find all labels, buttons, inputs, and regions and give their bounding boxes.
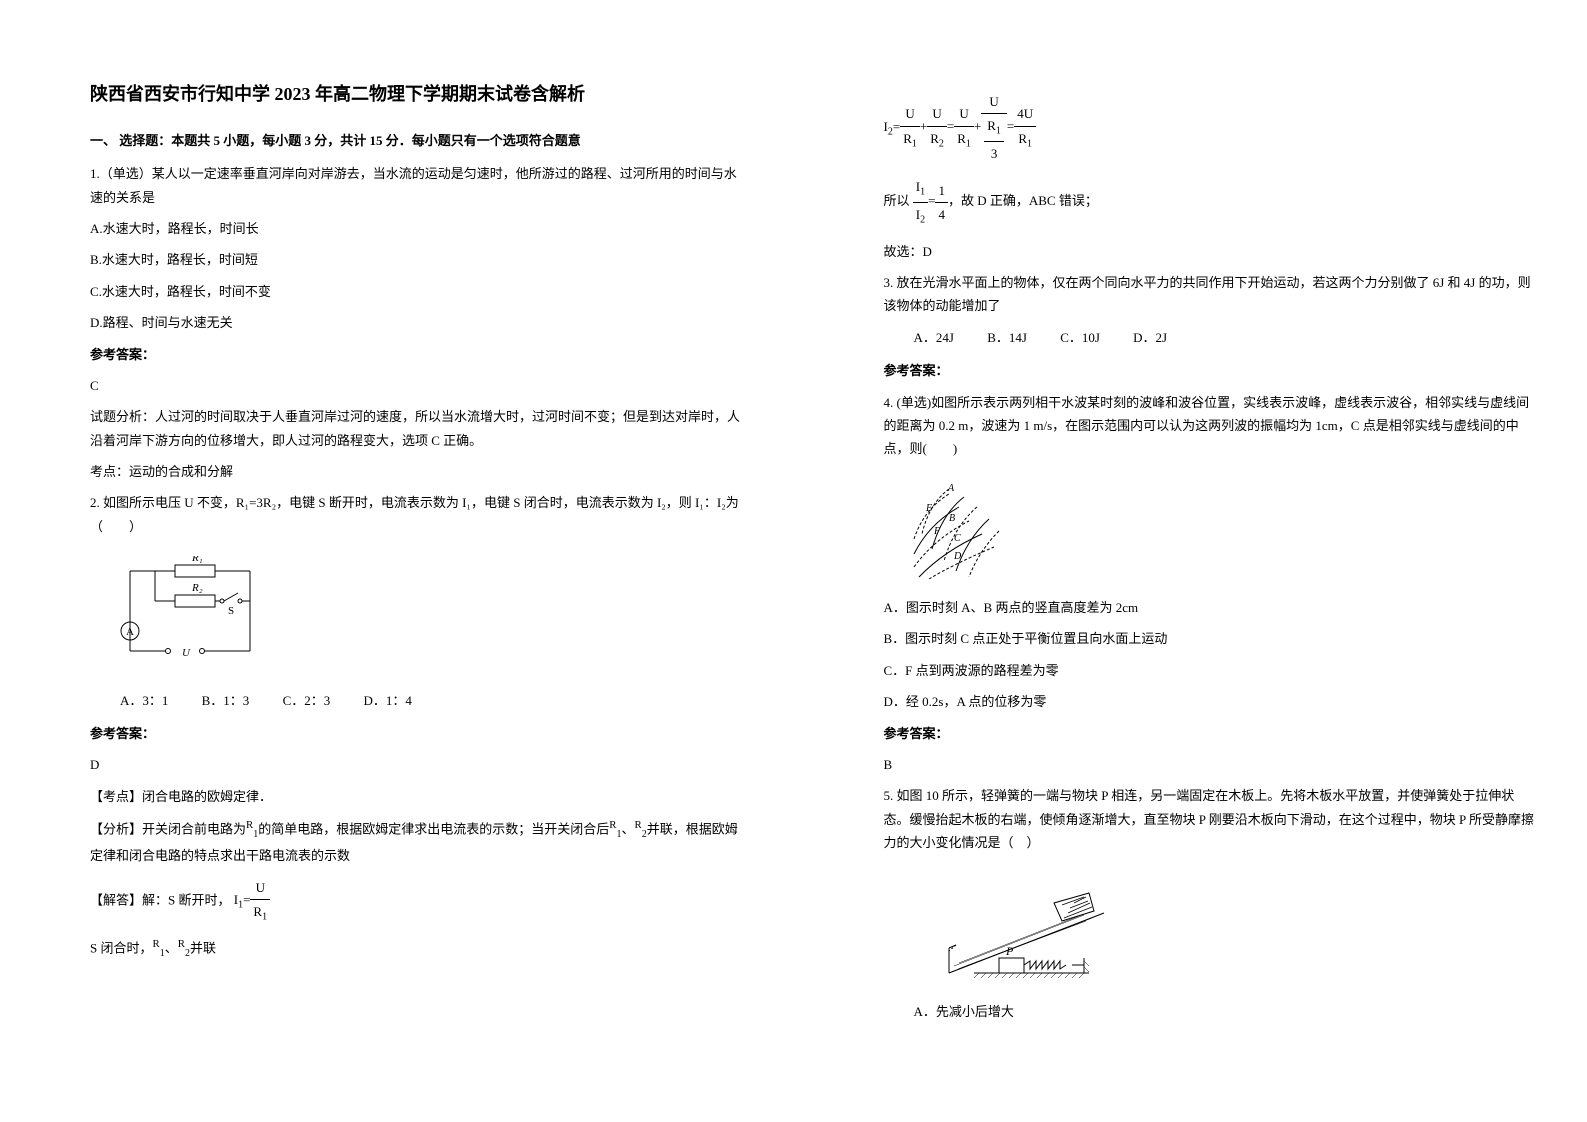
right-column: I2=UR1+UR2=UR1+UR13=4UR1 所以 I1I2=14，故 D … bbox=[794, 0, 1587, 1122]
wave-A-label: A bbox=[947, 483, 955, 494]
wave-F-label: F bbox=[933, 526, 941, 537]
q3-optB: B．14J bbox=[987, 330, 1027, 345]
circuit-A-label: A bbox=[126, 626, 134, 638]
q4-optB: B．图示时刻 C 点正处于平衡位置且向水面上运动 bbox=[884, 627, 1538, 650]
q1-analysis1: 试题分析：人过河的时间取决于人垂直河岸过河的速度，所以当水流增大时，过河时间不变… bbox=[90, 405, 744, 452]
wave-B-label: B bbox=[949, 513, 955, 524]
q3-stem: 3. 放在光滑水平面上的物体，仅在两个同向水平力的共同作用下开始运动，若这两个力… bbox=[884, 271, 1538, 318]
q2-answer: D bbox=[90, 753, 744, 776]
q1-answer-label: 参考答案： bbox=[90, 343, 744, 366]
q2-optC: C．2：3 bbox=[283, 693, 331, 708]
q4-answer: B bbox=[884, 753, 1538, 776]
q3-optC: C．10J bbox=[1060, 330, 1100, 345]
circuit-R2-label: R₂ bbox=[191, 582, 203, 594]
q2-analysis1: 【分析】开关闭合前电路为R1的简单电路，根据欧姆定律求出电流表的示数；当开关闭合… bbox=[90, 816, 744, 867]
q2-optA: A．3：1 bbox=[120, 693, 168, 708]
q4-optC: C．F 点到两波源的路程差为零 bbox=[884, 659, 1538, 682]
q2-answer-label: 参考答案： bbox=[90, 722, 744, 745]
q5-stem: 5. 如图 10 所示，轻弹簧的一端与物块 P 相连，另一端固定在木板上。先将木… bbox=[884, 784, 1538, 854]
section-title: 一、 选择题：本题共 5 小题，每小题 3 分，共计 15 分．每小题只有一个选… bbox=[90, 129, 744, 152]
q3-optA: A．24J bbox=[914, 330, 954, 345]
q5-optA: A．先减小后增大 bbox=[914, 1000, 1538, 1023]
q1-optA: A.水速大时，路程长，时间长 bbox=[90, 217, 744, 240]
q2-formula-I2: I2=UR1+UR2=UR1+UR13=4UR1 bbox=[884, 90, 1538, 165]
q2-optD: D．1：4 bbox=[363, 693, 411, 708]
q4-optD: D．经 0.2s，A 点的位移为零 bbox=[884, 690, 1538, 713]
wave-D-label: D bbox=[953, 551, 962, 562]
q2-optB: B．1：3 bbox=[202, 693, 250, 708]
q3-answer-label: 参考答案： bbox=[884, 359, 1538, 382]
q2-options: A．3：1 B．1：3 C．2：3 D．1：4 bbox=[120, 689, 744, 712]
wave-E-label: E bbox=[925, 503, 932, 514]
document-title: 陕西省西安市行知中学 2023 年高二物理下学期期末试卷含解析 bbox=[90, 80, 744, 109]
q4-optA: A．图示时刻 A、B 两点的竖直高度差为 2cm bbox=[884, 596, 1538, 619]
q2-stem: 2. 如图所示电压 U 不变，R₁=3R₂，电键 S 断开时，电流表示数为 I₁… bbox=[90, 491, 744, 538]
q1-analysis2: 考点：运动的合成和分解 bbox=[90, 460, 744, 483]
circuit-S-label: S bbox=[228, 605, 234, 617]
spring-diagram: P bbox=[944, 873, 1124, 983]
q2-final: 故选：D bbox=[884, 240, 1538, 263]
wave-diagram: A E B F C D bbox=[904, 479, 1014, 579]
wave-C-label: C bbox=[954, 533, 961, 544]
q1-optC: C.水速大时，路程长，时间不变 bbox=[90, 280, 744, 303]
q2-solve: 【解答】解：S 断开时， I1=UR1 bbox=[90, 876, 744, 927]
q4-stem: 4. (单选)如图所示表示两列相干水波某时刻的波峰和波谷位置，实线表示波峰，虚线… bbox=[884, 391, 1538, 461]
q2-solve-close: S 闭合时，R1、R2并联 bbox=[90, 935, 744, 963]
q1-answer: C bbox=[90, 374, 744, 397]
q3-options: A．24J B．14J C．10J D．2J bbox=[914, 326, 1538, 349]
circuit-U-label: U bbox=[182, 647, 191, 659]
q3-optD: D．2J bbox=[1133, 330, 1167, 345]
q2-analysis-label: 【考点】闭合电路的欧姆定律． bbox=[90, 785, 744, 808]
q2-formula-ratio: 所以 I1I2=14，故 D 正确，ABC 错误； bbox=[884, 175, 1538, 229]
left-column: 陕西省西安市行知中学 2023 年高二物理下学期期末试卷含解析 一、 选择题：本… bbox=[0, 0, 794, 1122]
circuit-diagram: R₁ R₂ S A U bbox=[120, 556, 270, 666]
circuit-R1-label: R₁ bbox=[191, 556, 203, 564]
q1-optB: B.水速大时，路程长，时间短 bbox=[90, 248, 744, 271]
q4-answer-label: 参考答案： bbox=[884, 722, 1538, 745]
q1-stem: 1.（单选）某人以一定速率垂直河岸向对岸游去，当水流的运动是匀速时，他所游过的路… bbox=[90, 162, 744, 209]
spring-P-label: P bbox=[1005, 944, 1014, 958]
q1-optD: D.路程、时间与水速无关 bbox=[90, 311, 744, 334]
